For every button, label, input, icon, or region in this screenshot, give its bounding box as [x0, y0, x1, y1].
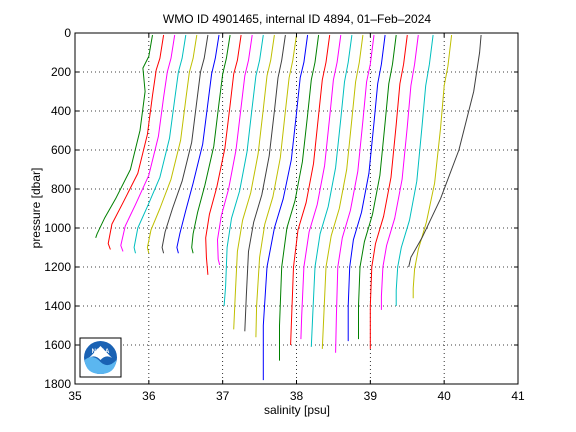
x-tick-label: 38: [290, 389, 304, 403]
y-tick-label: 1600: [44, 338, 71, 352]
profile-line-22: [347, 34, 386, 342]
x-tick-label: 41: [511, 389, 525, 403]
profile-line-16: [279, 34, 320, 361]
profile-line-5: [146, 34, 198, 254]
profile-line-7: [176, 34, 220, 254]
profile-line-15: [262, 34, 309, 381]
y-tick-label: 200: [51, 65, 71, 79]
profile-line-17: [290, 34, 331, 346]
chart-title: WMO ID 4901465, internal ID 4894, 01–Feb…: [163, 12, 431, 26]
profile-line-25: [380, 34, 419, 310]
noaa-logo: NOAA: [79, 337, 122, 378]
profile-line-4: [133, 34, 187, 254]
profile-line-13: [244, 34, 286, 332]
x-tick-label: 37: [216, 389, 230, 403]
y-tick-label: 1000: [44, 221, 71, 235]
profile-line-1: [95, 34, 153, 238]
profile-line-3: [120, 34, 176, 252]
y-tick-label: 1200: [44, 260, 71, 274]
profile-line-12: [233, 34, 275, 330]
y-tick-label: 0: [64, 26, 71, 40]
profile-line-9: [205, 34, 242, 275]
y-tick-label: 600: [51, 143, 71, 157]
profile-lines: [95, 34, 482, 381]
y-tick-label: 400: [51, 104, 71, 118]
profile-line-24: [369, 34, 408, 349]
profile-line-11: [223, 34, 264, 307]
x-tick-label: 40: [437, 389, 451, 403]
profile-line-2: [107, 34, 165, 250]
x-tick-label: 39: [364, 389, 378, 403]
profile-line-21: [335, 34, 375, 353]
profile-line-26: [395, 34, 434, 306]
y-tick-label: 800: [51, 182, 71, 196]
y-tick-label: 1400: [44, 299, 71, 313]
profile-line-8: [191, 34, 231, 254]
profile-line-23: [358, 34, 397, 340]
y-axis-ticks: 0 200 400 600 800 1000 1200 1400 1600 1800: [44, 26, 518, 391]
x-axis-ticks: 35 36 37 38 39 40 41: [68, 33, 525, 403]
noaa-logo-text: NOAA: [92, 349, 110, 355]
profile-line-18: [300, 34, 342, 340]
profile-line-14: [255, 34, 297, 338]
profile-line-28: [408, 34, 482, 268]
profile-line-20: [321, 34, 364, 349]
profile-line-27: [412, 34, 453, 299]
profile-line-10: [217, 34, 253, 266]
y-tick-label: 1800: [44, 377, 71, 391]
x-tick-label: 36: [142, 389, 156, 403]
y-axis-label: pressure [dbar]: [29, 168, 43, 249]
profile-line-6: [161, 34, 209, 254]
x-tick-label: 35: [68, 389, 82, 403]
x-axis-label: salinity [psu]: [264, 403, 330, 417]
profile-line-19: [310, 34, 353, 347]
